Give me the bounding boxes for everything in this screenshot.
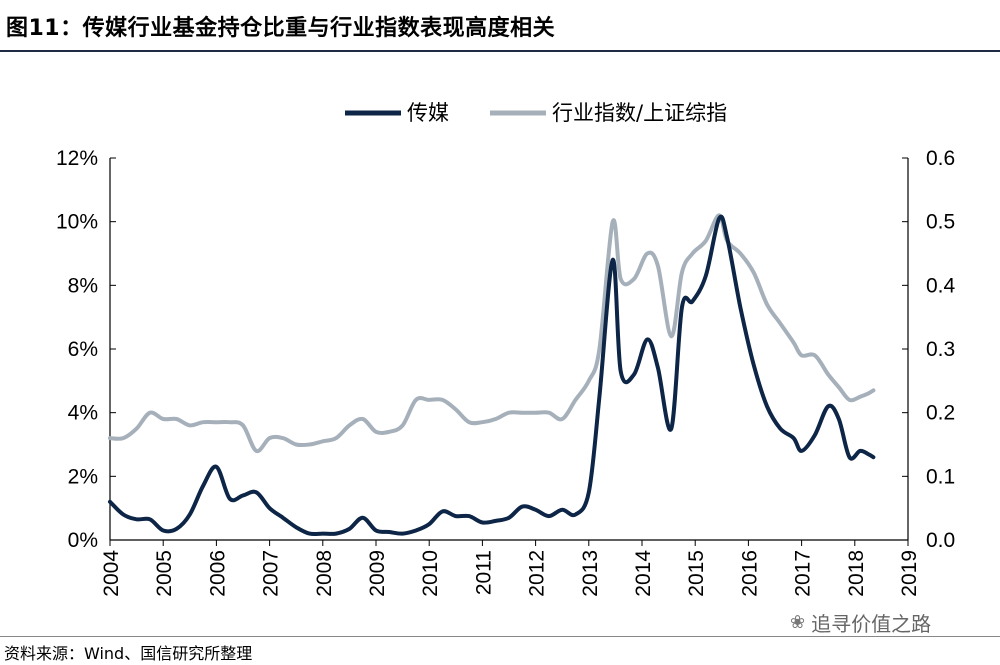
- x-tick-label: 2012: [526, 550, 549, 597]
- right-tick-label: 0.2: [926, 402, 955, 425]
- wechat-icon: ❀: [790, 612, 806, 633]
- x-tick-label: 2009: [366, 550, 389, 597]
- legend-label-index: 行业指数/上证综指: [552, 101, 727, 125]
- x-tick-label: 2016: [738, 550, 761, 597]
- right-axis-ticks: 0.0 0.1 0.2 0.3 0.4 0.5 0.6: [902, 147, 956, 552]
- left-tick-label: 2%: [68, 465, 98, 488]
- axes-group: [109, 158, 909, 541]
- chart-legend: 传媒 行业指数/上证综指: [345, 101, 727, 125]
- x-axis-ticks: 2004 2005 2006 2007 2008 2009 2010 2011 2012 2013…: [100, 540, 921, 597]
- x-tick-label: 2008: [313, 550, 336, 597]
- left-tick-label: 8%: [68, 274, 98, 297]
- left-tick-label: 10%: [56, 211, 98, 234]
- figure-title: 图11：传媒行业基金持仓比重与行业指数表现高度相关: [6, 16, 556, 41]
- footer-divider: [0, 636, 1000, 637]
- x-tick-label: 2005: [153, 550, 176, 597]
- title-divider: [0, 50, 1000, 52]
- right-tick-label: 0.6: [926, 147, 955, 170]
- series-line-media: [108, 214, 876, 537]
- series-line-index: [108, 213, 876, 454]
- left-axis-ticks: 0% 2% 4% 6% 8% 10% 12%: [56, 147, 116, 552]
- watermark: ❀ 追寻价值之路: [790, 608, 931, 637]
- left-tick-label: 12%: [56, 147, 98, 170]
- source-note: 资料来源：Wind、国信研究所整理: [4, 644, 253, 663]
- right-tick-label: 0.3: [926, 338, 955, 361]
- x-tick-label: 2015: [685, 550, 708, 597]
- x-tick-label: 2019: [898, 550, 921, 597]
- right-tick-label: 0.4: [926, 274, 956, 297]
- x-tick-label: 2018: [845, 550, 868, 597]
- right-tick-label: 0.5: [926, 211, 955, 234]
- right-tick-label: 0.0: [926, 529, 955, 552]
- x-tick-label: 2010: [419, 550, 442, 597]
- x-tick-label: 2014: [632, 550, 655, 597]
- watermark-text: 追寻价值之路: [811, 612, 932, 636]
- left-tick-label: 6%: [68, 338, 98, 361]
- right-tick-label: 0.1: [926, 465, 955, 488]
- legend-label-media: 传媒: [407, 101, 449, 125]
- left-tick-label: 4%: [68, 402, 98, 425]
- left-tick-label: 0%: [68, 529, 98, 552]
- x-tick-label: 2013: [579, 550, 602, 597]
- x-tick-label: 2011: [472, 550, 495, 595]
- series-lines: [108, 213, 876, 537]
- x-tick-label: 2017: [792, 550, 815, 597]
- x-tick-label: 2006: [206, 550, 229, 597]
- x-tick-label: 2007: [260, 550, 283, 597]
- x-tick-label: 2004: [100, 550, 123, 597]
